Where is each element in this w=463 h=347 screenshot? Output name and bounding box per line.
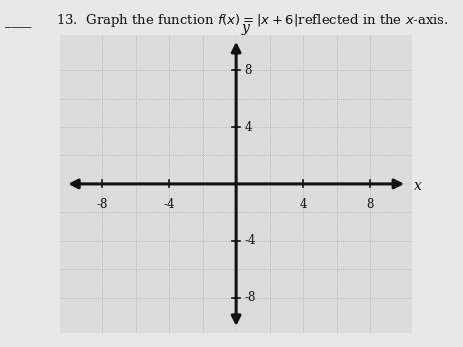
Text: x: x bbox=[414, 179, 422, 193]
Text: -4: -4 bbox=[163, 198, 175, 211]
Text: 4: 4 bbox=[300, 198, 307, 211]
Text: -8: -8 bbox=[244, 291, 256, 304]
Text: 4: 4 bbox=[244, 120, 252, 134]
Text: 8: 8 bbox=[367, 198, 374, 211]
Text: y: y bbox=[241, 21, 249, 35]
Text: 8: 8 bbox=[244, 64, 252, 77]
Text: 13.  Graph the function $f(x) = |x+6|$reflected in the $x$-axis.: 13. Graph the function $f(x) = |x+6|$ref… bbox=[56, 12, 448, 29]
Text: ____: ____ bbox=[5, 16, 31, 28]
Text: -8: -8 bbox=[96, 198, 108, 211]
Text: -4: -4 bbox=[244, 234, 256, 247]
